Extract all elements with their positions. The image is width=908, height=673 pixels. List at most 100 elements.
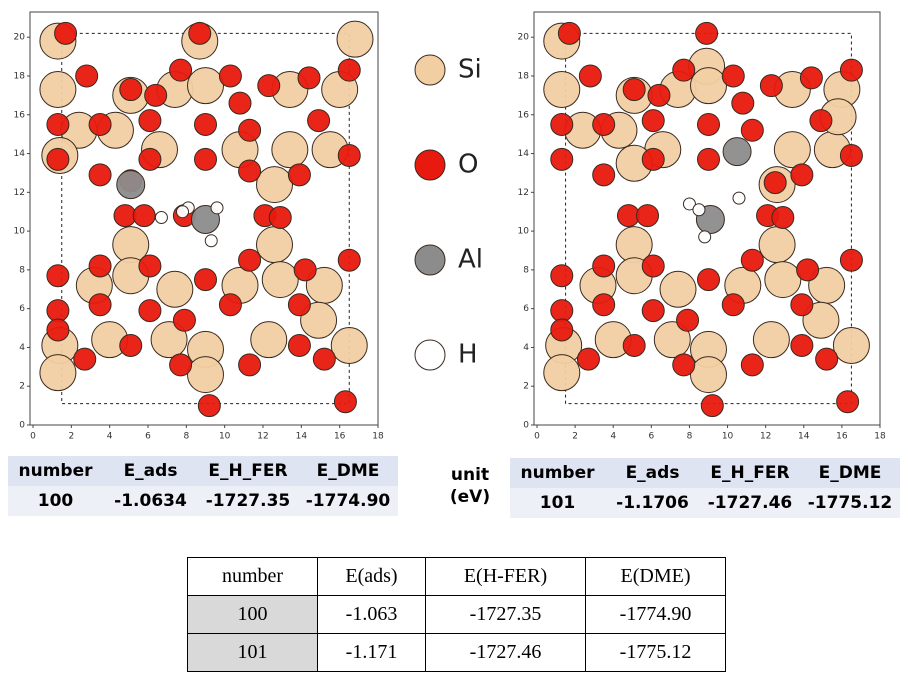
atom (691, 68, 727, 104)
atom (133, 205, 155, 227)
atom (577, 348, 599, 370)
atom (47, 113, 69, 135)
y-tick-label: 0 (19, 421, 25, 431)
table-left: number E_ads E_H_FER E_DME 100 -1.0634 -… (8, 456, 398, 516)
atom (696, 22, 718, 44)
header-cell: E(H-FER) (426, 558, 586, 596)
atom (544, 72, 580, 108)
atom (288, 294, 310, 316)
atom (551, 319, 573, 341)
cell: -1727.35 (198, 486, 298, 516)
x-tick-label: 6 (648, 432, 654, 442)
y-tick-label: 18 (518, 71, 530, 81)
x-tick-label: 0 (30, 432, 36, 442)
y-tick-label: 16 (14, 110, 26, 120)
atom (40, 72, 76, 108)
header-cell: E(DME) (586, 558, 726, 596)
atom (693, 204, 705, 216)
atom (257, 167, 293, 203)
atom (257, 227, 293, 263)
atom (732, 92, 754, 114)
atom (741, 354, 763, 376)
atom (551, 265, 573, 287)
atom (673, 354, 695, 376)
y-tick-label: 20 (518, 33, 530, 43)
atom (800, 67, 822, 89)
atom (262, 262, 298, 298)
legend: H (458, 340, 478, 370)
cell: -1727.46 (426, 634, 586, 672)
unit-text: (eV) (440, 486, 500, 508)
atom (593, 113, 615, 135)
cell: -1.1706 (605, 488, 700, 518)
atom (76, 65, 98, 87)
atom (840, 249, 862, 271)
y-tick-label: 12 (518, 188, 529, 198)
atom (188, 357, 224, 393)
atom (791, 294, 813, 316)
atom (47, 148, 69, 170)
atom (211, 202, 223, 214)
atom (551, 148, 573, 170)
atom (334, 391, 356, 413)
atom (660, 271, 696, 307)
cell: -1.063 (318, 596, 426, 634)
header-cell: E_H_FER (700, 458, 800, 488)
legend: Al (458, 245, 483, 275)
y-tick-label: 6 (19, 304, 25, 314)
x-tick-label: 4 (610, 432, 616, 442)
cell: -1774.90 (298, 486, 398, 516)
atom (701, 395, 723, 417)
atom (722, 294, 744, 316)
atom (139, 148, 161, 170)
legend-marker (415, 340, 445, 370)
atom (840, 59, 862, 81)
cell: 101 (510, 488, 605, 518)
atom (239, 160, 261, 182)
cell: 101 (188, 634, 318, 672)
atom (698, 148, 720, 170)
atom (117, 171, 145, 199)
atom (189, 22, 211, 44)
atom (623, 79, 645, 101)
y-tick-label: 10 (14, 227, 26, 237)
atom (288, 164, 310, 186)
atom (313, 348, 335, 370)
atom (637, 205, 659, 227)
atom (698, 269, 720, 291)
y-tick-label: 16 (518, 110, 530, 120)
y-tick-label: 18 (14, 71, 26, 81)
atom (833, 328, 869, 364)
atom (288, 335, 310, 357)
atom (699, 231, 711, 243)
y-tick-label: 0 (523, 421, 529, 431)
cell: -1775.12 (586, 634, 726, 672)
atom (753, 322, 789, 358)
unit-label: unit (eV) (440, 464, 500, 508)
atom (338, 59, 360, 81)
cell: -1727.46 (700, 488, 800, 518)
x-tick-label: 16 (334, 432, 346, 442)
header-cell: E_DME (800, 458, 900, 488)
atom (239, 354, 261, 376)
x-tick-label: 14 (296, 432, 308, 442)
header-cell: E_H_FER (198, 456, 298, 486)
x-tick-label: 16 (836, 432, 848, 442)
atom (239, 249, 261, 271)
atom (47, 265, 69, 287)
cell: -1774.90 (586, 596, 726, 634)
atom (579, 65, 601, 87)
header-cell: E_ads (103, 456, 198, 486)
cell: -1.0634 (103, 486, 198, 516)
atom (723, 138, 751, 166)
atom (55, 22, 77, 44)
atom (733, 192, 745, 204)
atom (558, 22, 580, 44)
x-tick-label: 14 (798, 432, 810, 442)
atom (551, 113, 573, 135)
atom (816, 348, 838, 370)
x-tick-label: 10 (219, 432, 231, 442)
cell: -1775.12 (800, 488, 900, 518)
atom (269, 207, 291, 229)
atom (89, 164, 111, 186)
